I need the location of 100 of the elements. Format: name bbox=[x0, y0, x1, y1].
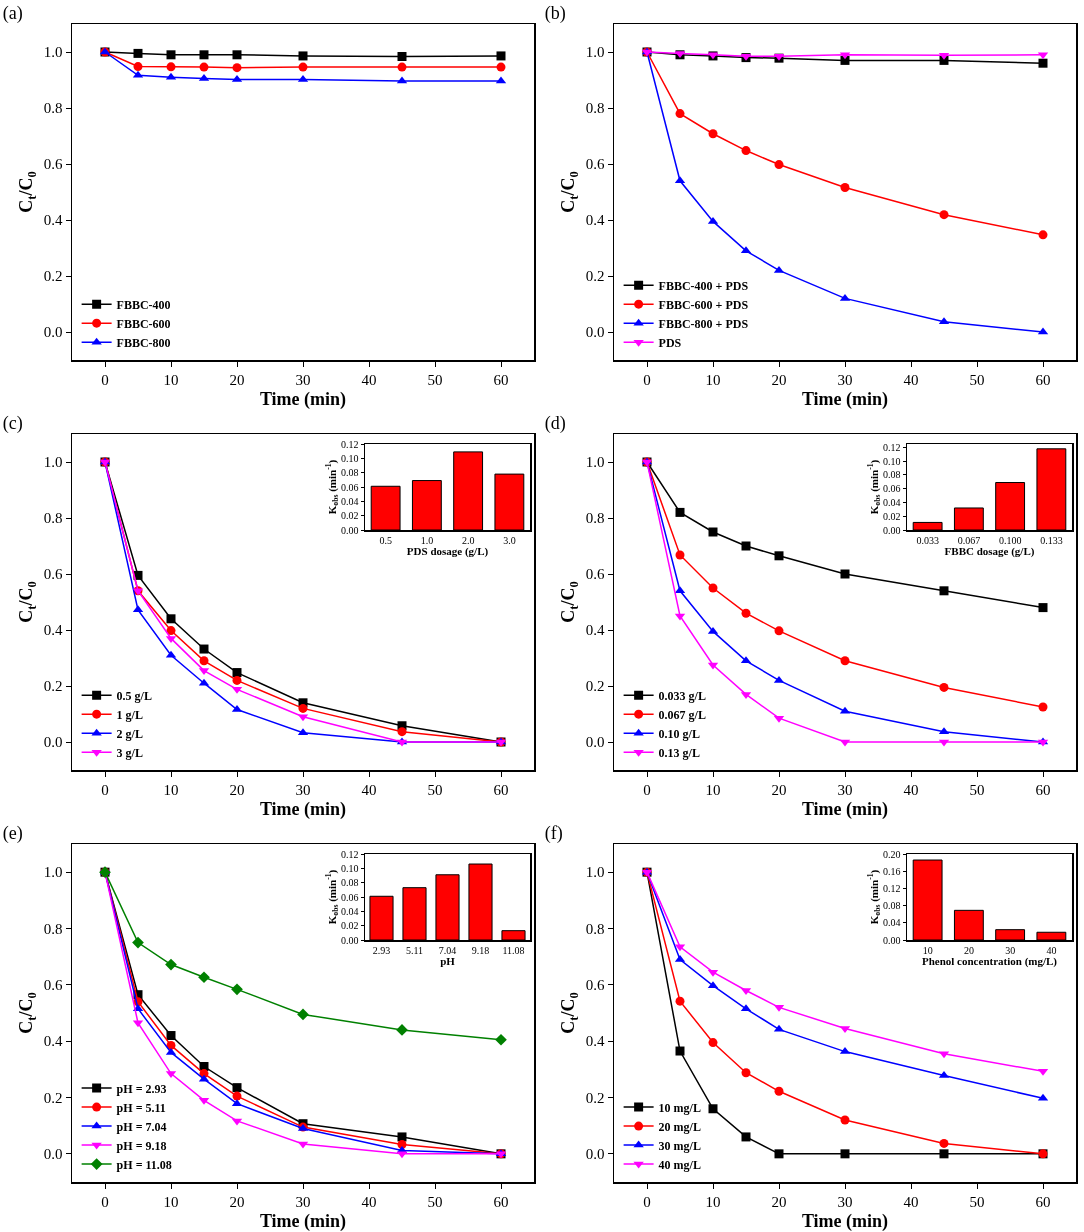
y-tick-label: 0.2 bbox=[585, 1089, 605, 1106]
y-tick-label: 0.04 bbox=[341, 495, 359, 507]
y-tick-label: 0.08 bbox=[341, 467, 359, 479]
y-tick-label: 0.8 bbox=[43, 100, 63, 117]
y-tick-label: 0.4 bbox=[585, 622, 605, 639]
y-tick-label: 0.8 bbox=[43, 920, 63, 937]
chart-title: (d) bbox=[544, 412, 566, 434]
legend-label: 3 g/L bbox=[116, 745, 143, 760]
x-tick-label: 30 bbox=[295, 1193, 311, 1210]
x-tick-label: 0.5 bbox=[379, 534, 392, 546]
chart-title: (f) bbox=[544, 822, 563, 844]
y-tick-label: 0.2 bbox=[43, 1089, 63, 1106]
legend-label: PDS bbox=[658, 335, 682, 350]
legend-label: pH = 7.04 bbox=[116, 1119, 167, 1134]
chart-title: (e) bbox=[2, 822, 23, 844]
y-tick-label: 0.12 bbox=[341, 438, 359, 450]
y-tick-label: 0.04 bbox=[883, 917, 901, 929]
x-tick-label: 20 bbox=[771, 371, 787, 388]
x-tick-label: 50 bbox=[427, 781, 443, 798]
x-tick-label: 40 bbox=[361, 781, 377, 798]
x-tick-label: 60 bbox=[493, 371, 509, 388]
y-tick-label: 0.8 bbox=[585, 100, 605, 117]
legend-label: FBBC-800 + PDS bbox=[658, 316, 749, 331]
x-axis-title: Time (min) bbox=[259, 799, 347, 820]
y-tick-label: 0.2 bbox=[43, 678, 63, 695]
legend-label: 0.033 g/L bbox=[658, 688, 706, 703]
x-tick-label: 50 bbox=[427, 371, 443, 388]
y-tick-label: 0.10 bbox=[341, 862, 359, 874]
y-tick-label: 0.06 bbox=[341, 891, 359, 903]
legend-label: pH = 5.11 bbox=[116, 1100, 166, 1115]
y-tick-label: 0.8 bbox=[585, 920, 605, 937]
y-tick-label: 0.4 bbox=[585, 1033, 605, 1050]
x-tick-label: 30 bbox=[295, 781, 311, 798]
x-axis-title: Time (min) bbox=[801, 1211, 889, 1232]
x-axis-title: Time (min) bbox=[259, 1211, 347, 1232]
legend-label: 1 g/L bbox=[116, 707, 143, 722]
x-tick-label: 30 bbox=[1005, 944, 1016, 956]
y-tick-label: 0.10 bbox=[883, 455, 901, 467]
x-axis-title: PDS dosage (g/L) bbox=[406, 545, 489, 559]
y-tick-label: 0.16 bbox=[883, 865, 901, 877]
legend-label: 2 g/L bbox=[116, 726, 143, 741]
legend-label: FBBC-600 + PDS bbox=[658, 297, 749, 312]
x-axis-title: Time (min) bbox=[801, 389, 889, 410]
x-tick-label: 10 bbox=[163, 1193, 179, 1210]
x-tick-label: 2.0 bbox=[461, 534, 475, 546]
y-tick-label: 0.08 bbox=[341, 877, 359, 889]
x-axis-title: Time (min) bbox=[259, 389, 347, 410]
x-tick-label: 2.93 bbox=[372, 944, 391, 956]
y-tick-label: 0.6 bbox=[43, 156, 63, 173]
x-tick-label: 0.033 bbox=[916, 534, 939, 546]
x-tick-label: 20 bbox=[229, 1193, 245, 1210]
x-tick-label: 60 bbox=[1035, 1193, 1051, 1210]
y-tick-label: 0.00 bbox=[883, 934, 901, 946]
x-tick-label: 30 bbox=[837, 371, 853, 388]
x-tick-label: 7.04 bbox=[438, 944, 457, 956]
chart-title: (a) bbox=[2, 2, 23, 24]
x-tick-label: 60 bbox=[493, 781, 509, 798]
x-tick-label: 10 bbox=[705, 371, 721, 388]
y-tick-label: 1.0 bbox=[585, 44, 605, 61]
x-tick-label: 0 bbox=[101, 1193, 109, 1210]
y-tick-label: 0.0 bbox=[43, 734, 63, 751]
x-tick-label: 40 bbox=[903, 1193, 919, 1210]
x-tick-label: 0.100 bbox=[998, 534, 1022, 546]
legend-label: 0.13 g/L bbox=[658, 745, 700, 760]
y-tick-label: 1.0 bbox=[585, 864, 605, 881]
x-axis-title: Phenol concentration (mg/L) bbox=[921, 955, 1058, 969]
legend-label: 0.067 g/L bbox=[658, 707, 706, 722]
y-tick-label: 0.6 bbox=[585, 977, 605, 994]
y-tick-label: 0.0 bbox=[585, 324, 605, 341]
y-tick-label: 1.0 bbox=[43, 454, 63, 471]
x-tick-label: 40 bbox=[903, 371, 919, 388]
y-tick-label: 0.4 bbox=[585, 212, 605, 229]
y-tick-label: 0.12 bbox=[341, 848, 359, 860]
y-tick-label: 0.08 bbox=[883, 469, 901, 481]
x-tick-label: 50 bbox=[969, 781, 985, 798]
x-tick-label: 10 bbox=[922, 944, 933, 956]
x-tick-label: 60 bbox=[1035, 781, 1051, 798]
legend-label: 20 mg/L bbox=[658, 1119, 701, 1134]
x-tick-label: 11.08 bbox=[502, 944, 525, 956]
chart-title: (b) bbox=[544, 2, 566, 24]
y-tick-label: 0.4 bbox=[43, 212, 63, 229]
y-tick-label: 0.02 bbox=[341, 920, 359, 932]
x-tick-label: 10 bbox=[163, 781, 179, 798]
y-tick-label: 1.0 bbox=[43, 44, 63, 61]
x-tick-label: 9.18 bbox=[471, 944, 490, 956]
y-tick-label: 0.00 bbox=[883, 524, 901, 536]
x-tick-label: 30 bbox=[837, 781, 853, 798]
x-tick-label: 20 bbox=[963, 944, 974, 956]
y-tick-label: 0.6 bbox=[585, 566, 605, 583]
x-axis-title: Time (min) bbox=[801, 799, 889, 820]
legend-label: 30 mg/L bbox=[658, 1138, 701, 1153]
y-tick-label: 0.6 bbox=[43, 977, 63, 994]
y-tick-label: 0.10 bbox=[341, 452, 359, 464]
legend-label: 0.5 g/L bbox=[116, 688, 152, 703]
y-tick-label: 0.06 bbox=[341, 481, 359, 493]
legend-label: pH = 11.08 bbox=[116, 1157, 172, 1172]
legend-label: 0.10 g/L bbox=[658, 726, 700, 741]
y-tick-label: 0.0 bbox=[585, 1146, 605, 1163]
y-tick-label: 0.6 bbox=[585, 156, 605, 173]
x-tick-label: 40 bbox=[1046, 944, 1057, 956]
